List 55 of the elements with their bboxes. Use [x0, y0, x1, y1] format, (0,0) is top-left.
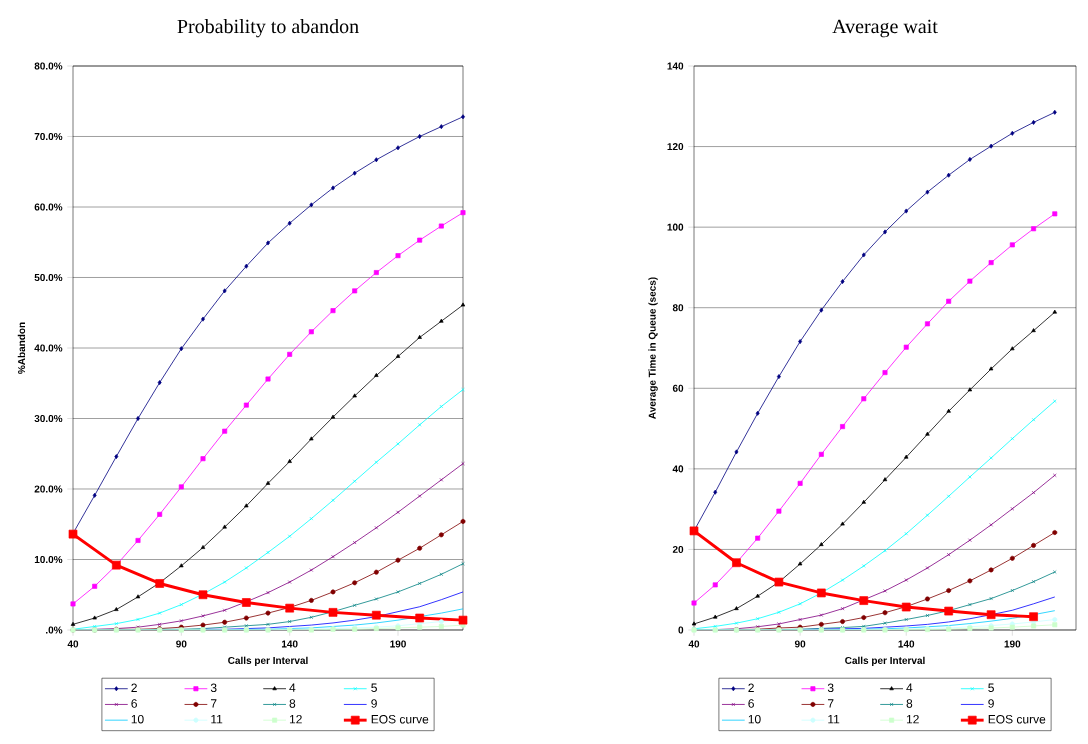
- x-tick-label: 90: [794, 640, 806, 648]
- x-tick-label: 40: [67, 640, 79, 648]
- legend-label: 10: [748, 714, 761, 724]
- x-tick-label: 90: [176, 640, 187, 648]
- legend-label: 5: [988, 683, 994, 692]
- legend-label: 11: [211, 715, 223, 724]
- y-tick-label: 70.0%: [34, 132, 63, 141]
- y-tick-label: 20: [672, 545, 684, 553]
- x-tick-label: 140: [281, 640, 298, 648]
- y-axis-title: Average Time in Queue (secs): [648, 277, 658, 419]
- y-tick-label: 20.0%: [34, 485, 63, 493]
- legend-label: 9: [988, 699, 994, 708]
- legend-label: 12: [906, 714, 919, 724]
- y-tick-label: 80.0%: [34, 62, 63, 70]
- x-tick-label: 40: [688, 640, 700, 648]
- y-tick-label: 140: [667, 62, 684, 70]
- legend-label: 3: [210, 683, 217, 693]
- legend-label: 7: [827, 699, 834, 708]
- y-tick-label: 50.0%: [34, 273, 63, 282]
- legend-label: 4: [289, 683, 296, 692]
- legend-label: 2: [131, 683, 137, 692]
- y-axis-title: %Abandon: [17, 322, 26, 374]
- legend-label: 12: [289, 714, 302, 724]
- x-tick-label: 190: [1004, 640, 1021, 648]
- x-tick-label: 140: [898, 640, 915, 648]
- legend-label: 8: [906, 699, 913, 708]
- legend-label: EOS curve: [371, 714, 429, 724]
- legend-label: 4: [906, 683, 913, 692]
- y-tick-label: 10.0%: [34, 555, 63, 564]
- chart-title: Probability to abandon: [177, 19, 359, 38]
- y-tick-label: 40.0%: [34, 344, 63, 352]
- x-axis-title: Calls per Interval: [228, 656, 308, 666]
- y-tick-label: 60.0%: [34, 203, 63, 211]
- y-tick-label: 80: [672, 304, 684, 312]
- x-tick-label: 190: [390, 640, 406, 648]
- y-tick-label: 60: [672, 384, 684, 392]
- legend-label: 2: [748, 683, 754, 692]
- chart-title: Average wait: [832, 19, 938, 38]
- legend-label: 8: [289, 699, 296, 708]
- legend-label: 9: [371, 699, 377, 708]
- y-tick-label: 100: [667, 223, 684, 231]
- legend-label: EOS curve: [988, 714, 1046, 724]
- legend-label: 5: [371, 683, 377, 692]
- legend-label: 10: [131, 714, 144, 724]
- legend-label: 7: [210, 699, 217, 708]
- x-axis-title: Calls per Interval: [845, 656, 925, 666]
- y-tick-label: 40: [672, 465, 684, 473]
- y-tick-label: .0%: [46, 626, 63, 634]
- y-tick-label: 120: [667, 143, 684, 151]
- y-tick-label: 30.0%: [34, 414, 63, 423]
- y-tick-label: 0: [678, 626, 684, 634]
- legend-label: 3: [827, 683, 834, 693]
- legend-label: 6: [131, 699, 137, 708]
- legend-label: 6: [748, 699, 754, 708]
- legend-label: 11: [828, 715, 840, 724]
